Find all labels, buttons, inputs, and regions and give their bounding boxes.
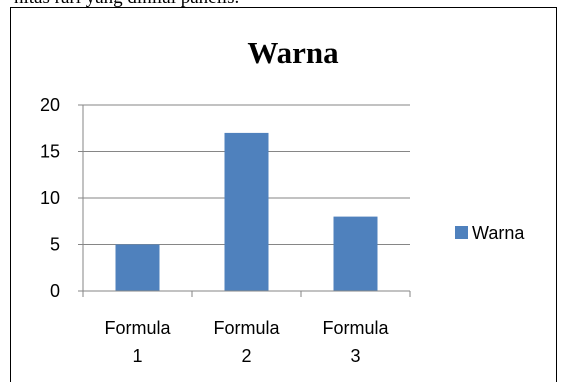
chart-frame xyxy=(10,7,557,382)
x-tick-label-line: 2 xyxy=(241,346,251,366)
y-tick-label: 0 xyxy=(50,281,60,301)
x-tick-label: Formula 3 xyxy=(322,318,389,366)
chart-title: Warna xyxy=(247,35,339,70)
legend: Warna xyxy=(455,223,525,243)
y-tick-label: 5 xyxy=(50,235,60,255)
axes xyxy=(78,104,411,297)
bar xyxy=(333,216,378,291)
cut-off-document-text: hitas rari yang dinilai panelis. xyxy=(14,0,239,9)
x-tick-label-line: 3 xyxy=(350,346,360,366)
legend-swatch xyxy=(455,226,468,239)
x-tick-label-line: 1 xyxy=(132,346,142,366)
x-tick-labels: Formula 1 Formula 2 Formula 3 xyxy=(104,318,389,366)
x-tick-label: Formula 1 xyxy=(104,318,171,366)
x-tick-label-line: Formula xyxy=(213,318,280,338)
x-tick-label-line: Formula xyxy=(322,318,389,338)
bars xyxy=(115,132,378,291)
y-tick-label: 15 xyxy=(40,142,60,162)
y-tick-labels: 0 5 10 15 20 xyxy=(40,95,60,301)
bar xyxy=(115,244,160,291)
y-tick-label: 10 xyxy=(40,188,60,208)
legend-label: Warna xyxy=(472,223,525,243)
x-tick-label-line: Formula xyxy=(104,318,171,338)
y-tick-label: 20 xyxy=(40,95,60,115)
bar xyxy=(224,132,269,291)
x-tick-label: Formula 2 xyxy=(213,318,280,366)
